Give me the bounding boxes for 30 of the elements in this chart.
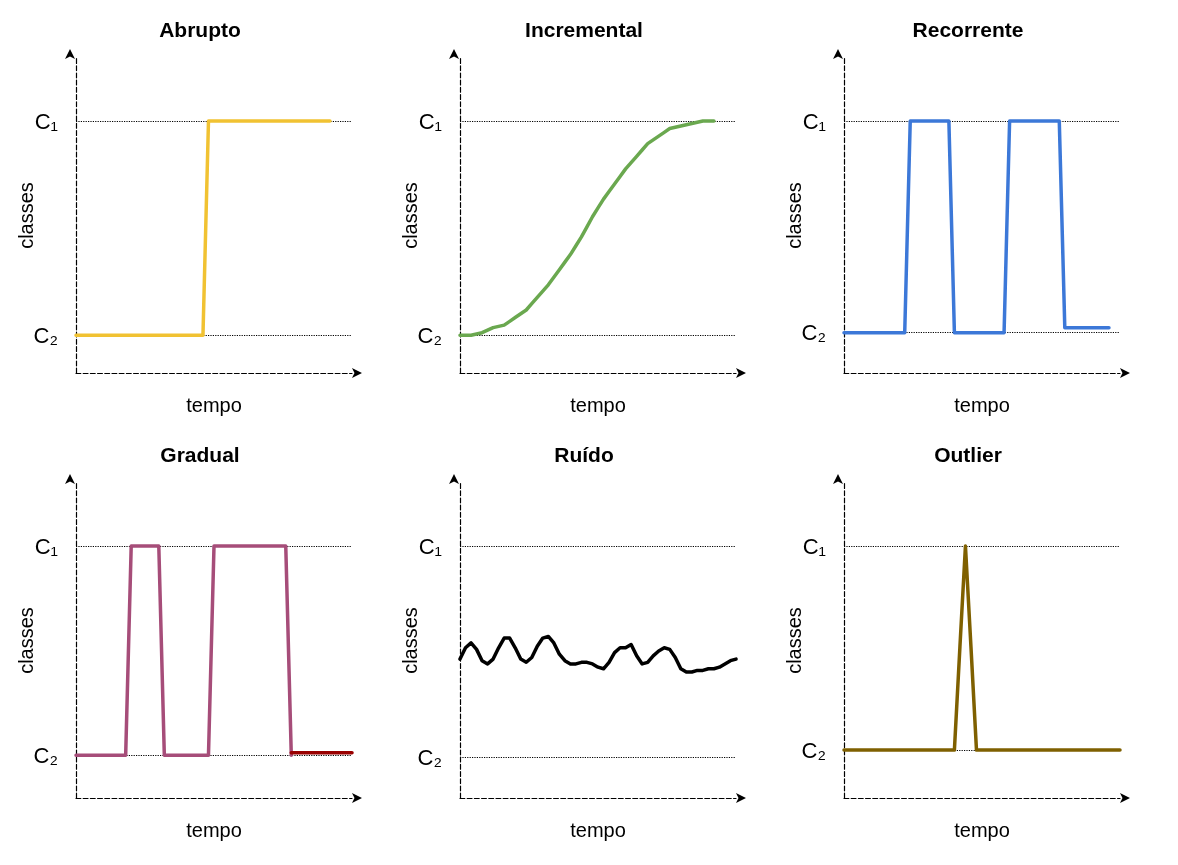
ref-line-label: C₂ <box>417 745 442 771</box>
y-axis-title: classes <box>783 607 805 674</box>
x-axis-title: tempo <box>570 819 626 841</box>
y-axis-title: classes <box>15 607 37 674</box>
ref-line-label: C₁ <box>418 533 442 559</box>
ref-line-label: C₁ <box>418 108 442 134</box>
y-axis-title: classes <box>399 182 421 249</box>
ref-line-label: C₁ <box>802 533 826 559</box>
ref-line-label: C₂ <box>33 322 58 348</box>
chart-title: Incremental <box>525 18 643 41</box>
ref-line-label: C₁ <box>802 108 826 134</box>
chart-title: Gradual <box>160 443 240 466</box>
x-axis-title: tempo <box>954 394 1010 416</box>
ref-line-label: C₂ <box>801 737 826 763</box>
x-axis-title: tempo <box>186 394 242 416</box>
x-axis-title: tempo <box>954 819 1010 841</box>
chart-title: Recorrente <box>912 18 1024 41</box>
y-axis-title: classes <box>399 607 421 674</box>
ref-line-label: C₂ <box>33 742 58 768</box>
chart-title: Abrupto <box>159 18 241 41</box>
ref-line-label: C₁ <box>34 108 58 134</box>
chart-title: Ruído <box>554 443 614 466</box>
y-axis-title: classes <box>15 182 37 249</box>
x-axis-title: tempo <box>186 819 242 841</box>
ref-line-label: C₁ <box>34 533 58 559</box>
x-axis-title: tempo <box>570 394 626 416</box>
y-axis-title: classes <box>783 182 805 249</box>
chart-title: Outlier <box>934 443 1002 466</box>
ref-line-label: C₂ <box>801 320 826 346</box>
ref-line-label: C₂ <box>417 322 442 348</box>
